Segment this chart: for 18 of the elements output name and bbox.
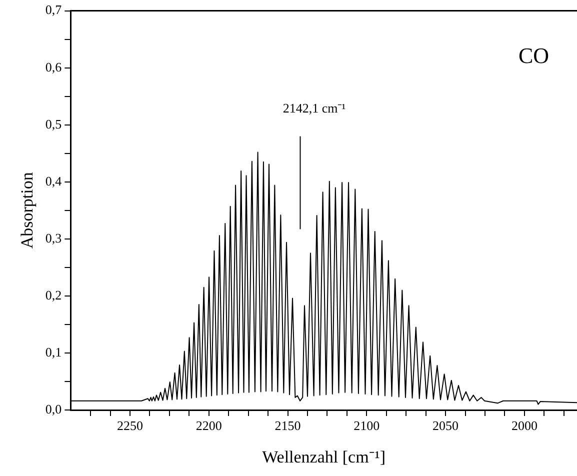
x-tick-label: 2150 [274, 418, 301, 434]
y-tick-label: 0,5 [45, 116, 62, 132]
x-tick-label: 2000 [511, 418, 538, 434]
annotation: 2142,1 cm⁻¹ [282, 100, 346, 116]
y-tick-label: 0,4 [45, 173, 62, 188]
x-tick-label: 2050 [432, 418, 459, 434]
x-tick-label: 2100 [354, 418, 380, 434]
y-tick-label: 0,7 [45, 2, 62, 18]
x-axis-title: Wellenzahl [cm⁻¹] [262, 447, 386, 466]
x-tick-label: 2200 [196, 418, 222, 434]
annotation: CO [518, 42, 549, 68]
y-tick-label: 0,6 [45, 59, 62, 74]
y-tick-label: 0,3 [45, 230, 62, 246]
x-tick-label: 2250 [116, 418, 143, 434]
y-tick-label: 0,0 [45, 401, 62, 416]
y-tick-label: 0,2 [45, 287, 62, 302]
y-tick-label: 0,1 [45, 344, 62, 360]
y-axis-title: Absorption [18, 172, 37, 249]
